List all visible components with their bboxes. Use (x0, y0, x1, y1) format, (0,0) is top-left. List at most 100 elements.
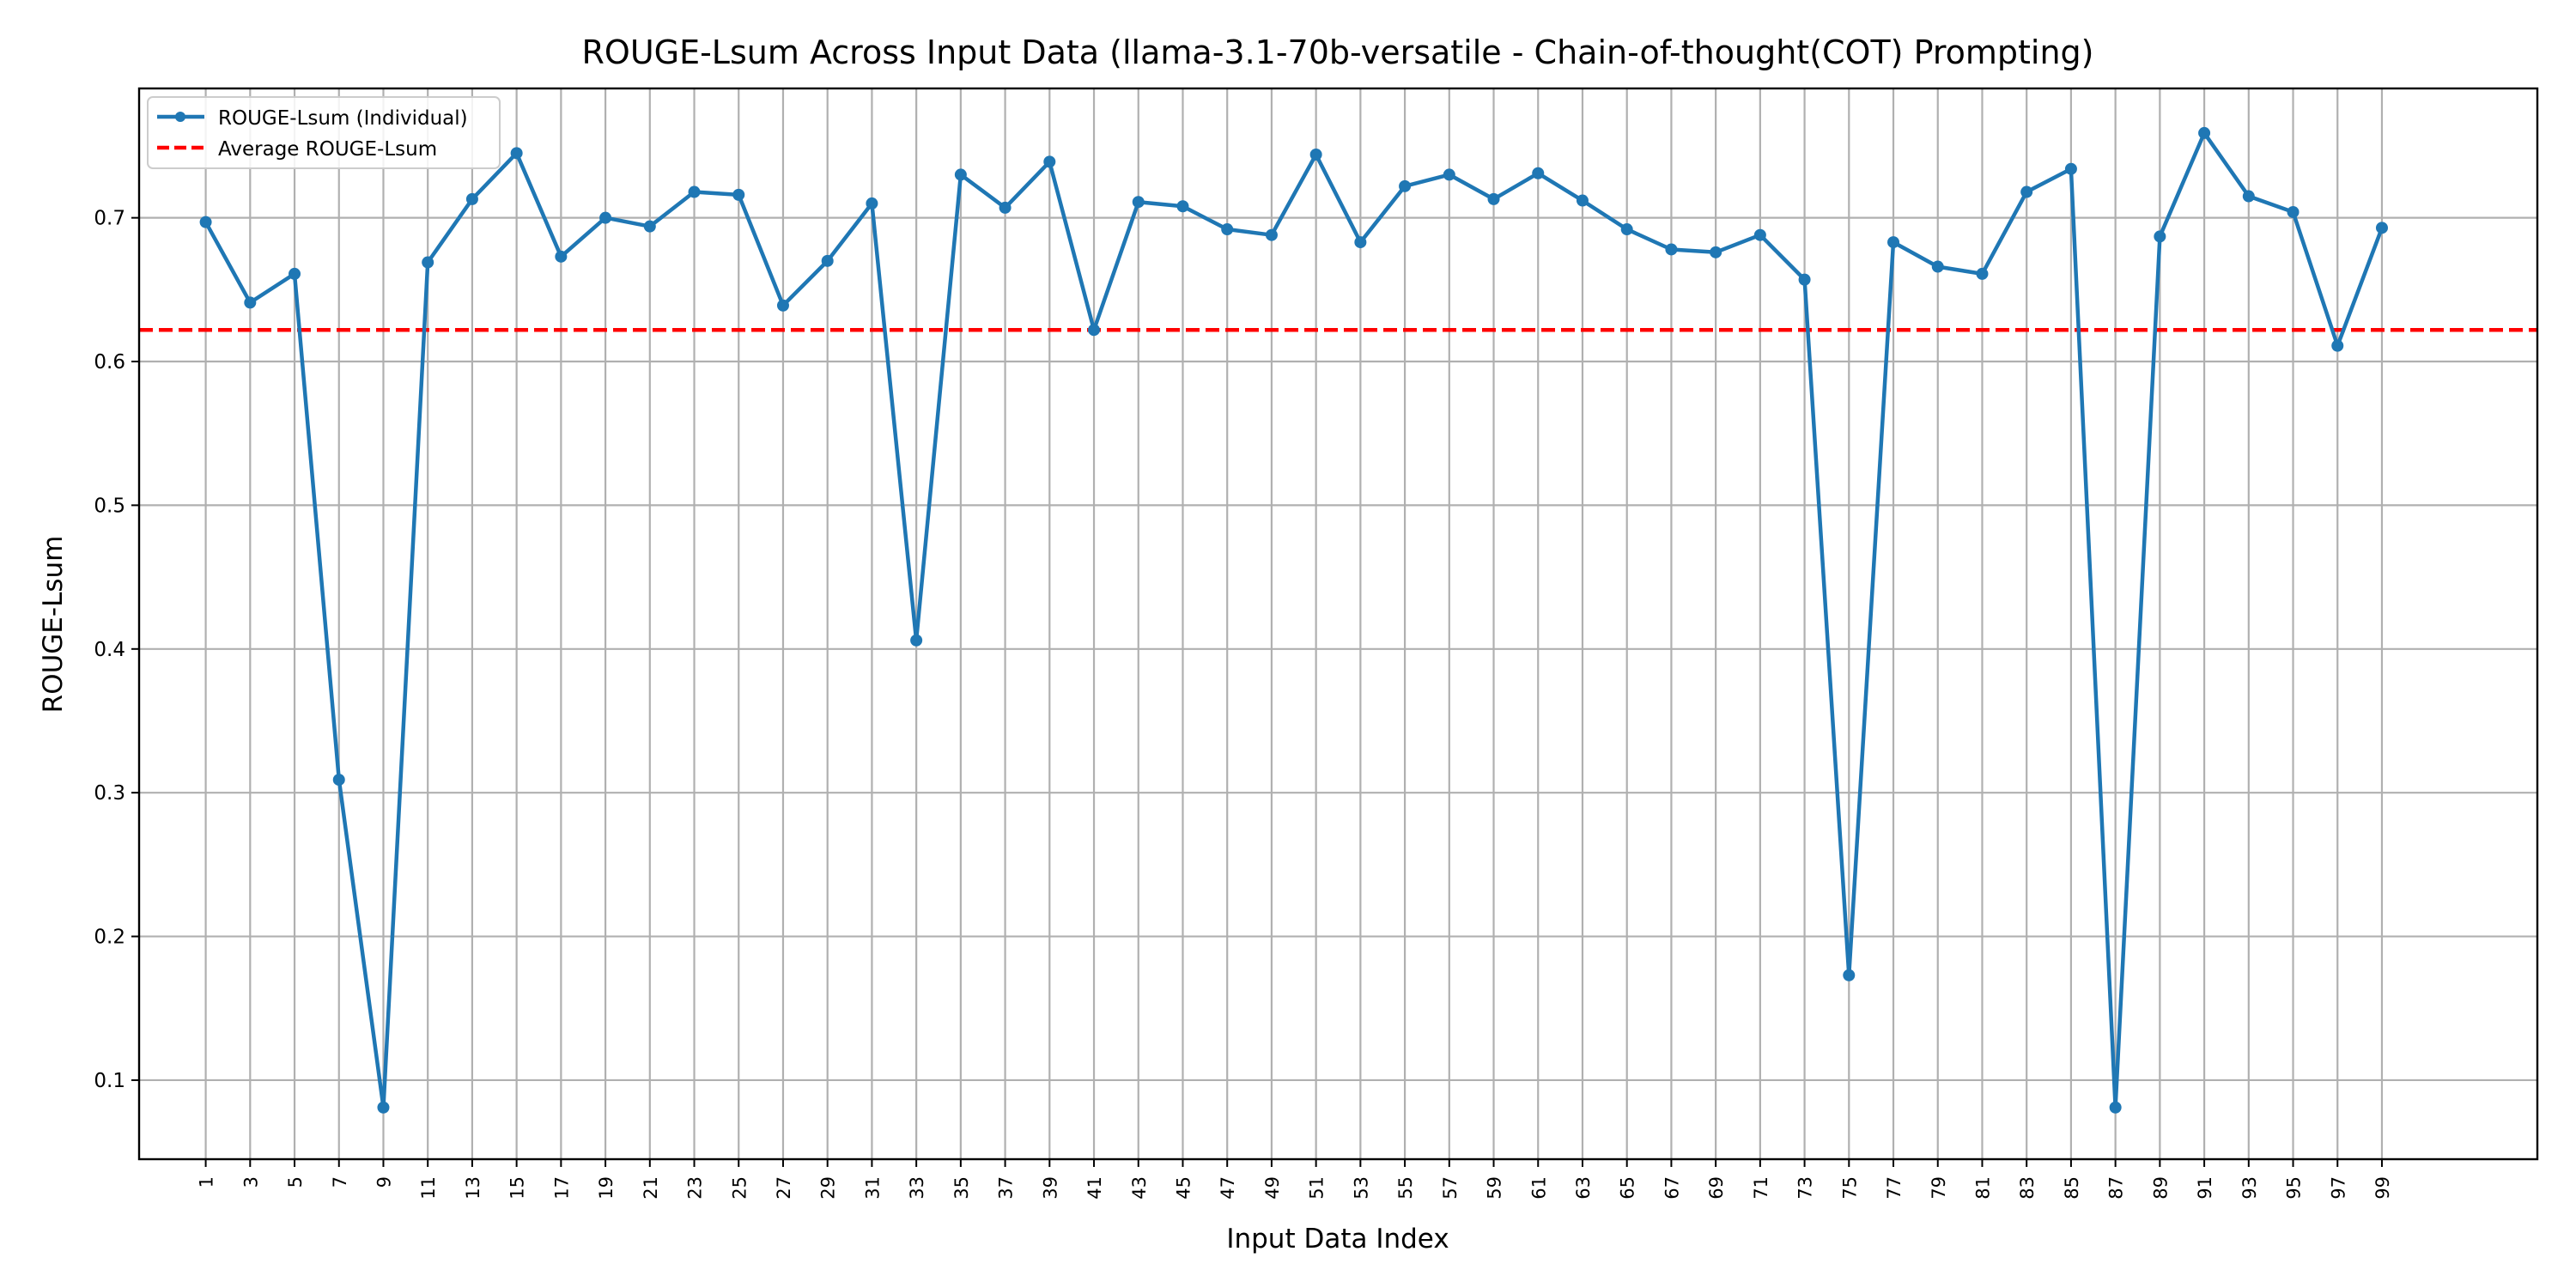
series-line-individual (204, 131, 2385, 1109)
data-point (999, 201, 1012, 214)
data-point (1221, 223, 1234, 236)
x-tick-label: 23 (685, 1176, 706, 1200)
data-point (776, 299, 789, 312)
y-tick-label: 0.1 (94, 1070, 125, 1092)
x-axis: 1 3 5 7 9 11 13 15 17 19 21 23 25 27 29 31 33 35 37 39 41 43 4… (197, 1159, 2393, 1200)
x-tick-label: 57 (1440, 1176, 1461, 1200)
legend-box (147, 96, 501, 169)
data-point (910, 634, 923, 647)
x-axis-label: Input Data Index (1226, 1224, 1449, 1255)
x-tick-label: 43 (1129, 1176, 1150, 1200)
x-tick-label: 77 (1884, 1176, 1905, 1200)
y-tick-label: 0.6 (94, 351, 125, 374)
data-point (1443, 168, 1455, 181)
data-point (1176, 200, 1189, 213)
x-tick-label: 1 (197, 1176, 217, 1188)
y-tick-label: 0.5 (94, 495, 125, 517)
y-axis: 0.1 0.2 0.3 0.4 0.5 0.6 0.7 (94, 208, 139, 1092)
x-tick-label: 11 (418, 1176, 439, 1200)
x-tick-label: 59 (1485, 1176, 1505, 1200)
data-point (1798, 273, 1811, 286)
x-tick-label: 45 (1173, 1176, 1194, 1200)
x-tick-label: 17 (551, 1176, 572, 1200)
data-point (244, 296, 257, 309)
data-point (1931, 260, 1944, 273)
x-tick-label: 75 (1839, 1176, 1860, 1200)
data-point (510, 147, 523, 160)
data-point (1309, 148, 1322, 161)
data-point (1887, 236, 1900, 249)
x-tick-label: 87 (2106, 1176, 2127, 1200)
legend-label-individual: ROUGE-Lsum (Individual) (218, 107, 468, 130)
plot-frame (137, 87, 2539, 1161)
x-tick-label: 67 (1662, 1176, 1682, 1200)
y-tick-label: 0.3 (94, 782, 125, 805)
data-point (1620, 223, 1633, 236)
x-tick-label: 91 (2195, 1176, 2215, 1200)
x-tick-label: 69 (1706, 1176, 1727, 1200)
x-tick-label: 83 (2017, 1176, 2038, 1200)
data-point (1354, 236, 1367, 249)
x-tick-label: 85 (2062, 1176, 2082, 1200)
data-point (1976, 267, 1989, 280)
data-point (1132, 196, 1145, 209)
data-point (1399, 179, 1412, 192)
data-point (1043, 155, 1056, 168)
data-point (465, 192, 478, 205)
x-tick-label: 27 (774, 1176, 794, 1200)
data-point (199, 216, 212, 228)
data-point (1665, 243, 1678, 256)
x-tick-label: 47 (1218, 1176, 1238, 1200)
x-tick-label: 35 (951, 1176, 972, 1200)
data-point (2064, 162, 2077, 175)
data-point (866, 197, 878, 210)
data-point (555, 250, 568, 263)
data-point (1843, 969, 1856, 981)
x-tick-label: 79 (1929, 1176, 1949, 1200)
x-tick-label: 29 (818, 1176, 839, 1200)
data-point (2331, 339, 2344, 352)
data-point (688, 185, 701, 198)
data-point (1710, 246, 1722, 258)
x-tick-label: 95 (2284, 1176, 2305, 1200)
data-point (2109, 1101, 2122, 1114)
x-tick-label: 25 (729, 1176, 750, 1200)
data-point (1088, 324, 1101, 337)
x-tick-label: 63 (1573, 1176, 1594, 1200)
x-tick-label: 89 (2150, 1176, 2171, 1200)
x-tick-label: 53 (1351, 1176, 1371, 1200)
data-point (1753, 228, 1766, 241)
x-tick-label: 81 (1972, 1176, 1993, 1200)
data-point (377, 1101, 390, 1114)
x-tick-label: 13 (463, 1176, 483, 1200)
series-layer (199, 126, 2388, 1114)
data-point (821, 254, 834, 267)
data-point (422, 256, 434, 269)
data-point (2198, 126, 2211, 139)
legend: ROUGE-Lsum (Individual) Average ROUGE-Ls… (147, 96, 501, 169)
x-tick-label: 31 (862, 1176, 883, 1200)
data-point (1532, 167, 1545, 179)
data-point (1487, 192, 1500, 205)
legend-label-average: Average ROUGE-Lsum (218, 138, 437, 161)
data-point (2154, 230, 2166, 243)
data-point (332, 774, 345, 787)
x-tick-label: 37 (996, 1176, 1017, 1200)
x-tick-label: 93 (2239, 1176, 2260, 1200)
chart-title: ROUGE-Lsum Across Input Data (llama-3.1-… (582, 33, 2094, 71)
data-point (2287, 205, 2300, 218)
x-tick-label: 65 (1618, 1176, 1638, 1200)
x-tick-label: 61 (1528, 1176, 1549, 1200)
x-tick-label: 9 (374, 1176, 394, 1188)
y-tick-label: 0.2 (94, 927, 125, 949)
x-tick-label: 49 (1262, 1176, 1283, 1200)
data-point (1265, 228, 1278, 241)
x-tick-label: 33 (907, 1176, 927, 1200)
y-axis-label: ROUGE-Lsum (38, 536, 69, 714)
data-point (289, 267, 301, 280)
x-tick-label: 19 (596, 1176, 617, 1200)
x-tick-label: 3 (240, 1176, 261, 1188)
data-point (599, 211, 612, 224)
